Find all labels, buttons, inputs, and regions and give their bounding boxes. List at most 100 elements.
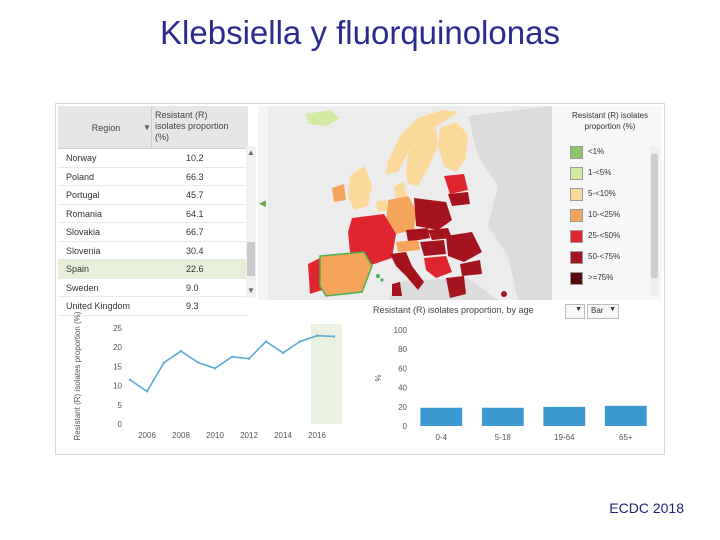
- legend-scrollbar[interactable]: [650, 146, 659, 296]
- row-value: 45.7: [186, 190, 204, 200]
- ecdc-atlas-panel: Region ▼ Resistant (R) isolates proporti…: [55, 103, 665, 455]
- x-tick-label: 2010: [206, 431, 224, 440]
- row-region: Portugal: [66, 190, 100, 200]
- row-value: 66.3: [186, 171, 204, 182]
- legend-label: 25-<50%: [588, 231, 621, 240]
- region-column-header[interactable]: Region: [91, 123, 121, 133]
- trend-y-axis-label: Resistant (R) isolates proportion (%): [73, 311, 82, 440]
- country-hungary[interactable]: [420, 240, 446, 256]
- europe-map-svg: [268, 106, 552, 300]
- country-norway[interactable]: [386, 110, 458, 174]
- age-bar: [543, 406, 586, 426]
- trend-data-point: [145, 390, 149, 393]
- country-czechia[interactable]: [406, 228, 430, 242]
- age-bar: [604, 405, 647, 426]
- scroll-down-icon[interactable]: ▼: [247, 286, 255, 295]
- legend-swatch: [570, 251, 583, 264]
- row-value: 10.2: [186, 153, 204, 163]
- table-row[interactable]: Slovenia 30.4: [58, 242, 248, 260]
- trend-data-point: [264, 340, 268, 343]
- y-tick-label: 15: [113, 362, 122, 371]
- country-ireland[interactable]: [332, 184, 346, 202]
- chevron-down-icon: ▼: [575, 306, 582, 313]
- row-region: Romania: [66, 208, 103, 219]
- row-region: Poland: [66, 171, 95, 182]
- country-slovakia[interactable]: [428, 228, 452, 240]
- table-row[interactable]: Sweden 9.0: [58, 279, 248, 297]
- country-cyprus[interactable]: [501, 291, 507, 297]
- legend-swatch: [570, 272, 583, 285]
- country-iceland[interactable]: [306, 110, 340, 126]
- age-category-label: 19-64: [554, 433, 575, 442]
- y-tick-label: 100: [394, 326, 408, 335]
- country-poland[interactable]: [414, 198, 452, 230]
- legend-swatch: [570, 230, 583, 243]
- trend-data-point: [315, 334, 319, 337]
- panel-splitter[interactable]: ◀: [258, 106, 268, 300]
- country-finland[interactable]: [438, 122, 468, 172]
- country-croatia[interactable]: [424, 256, 452, 278]
- source-credit: ECDC 2018: [609, 500, 684, 516]
- table-row[interactable]: United Kingdom 9.3: [58, 297, 248, 316]
- map-legend: Resistant (R) isolates proportion (%) <1…: [552, 106, 662, 300]
- country-uk[interactable]: [348, 166, 372, 210]
- table-scroll-thumb[interactable]: [247, 242, 255, 276]
- row-region: Norway: [66, 153, 97, 163]
- country-denmark[interactable]: [394, 182, 406, 198]
- table-row[interactable]: Slovakia 66.7: [58, 223, 248, 242]
- legend-title: Resistant (R) isolates proportion (%): [571, 111, 649, 131]
- europe-map[interactable]: [268, 106, 552, 300]
- chart-type-dropdown[interactable]: Bar ▼: [587, 304, 619, 319]
- legend-scroll-thumb[interactable]: [651, 154, 658, 278]
- island-marker[interactable]: [380, 278, 384, 282]
- trend-data-point: [298, 340, 302, 343]
- age-filter-dropdown[interactable]: ▼: [565, 304, 585, 319]
- trend-data-point: [162, 361, 166, 364]
- y-tick-label: 10: [113, 382, 122, 391]
- table-row[interactable]: Poland 66.3: [58, 168, 248, 186]
- age-chart-title: Resistant (R) isolates proportion, by ag…: [373, 305, 534, 315]
- table-row[interactable]: Norway 10.2: [58, 149, 248, 168]
- country-latvia[interactable]: [444, 174, 468, 194]
- legend-label: <1%: [588, 147, 605, 156]
- country-netherlands[interactable]: [376, 200, 388, 212]
- x-tick-label: 2016: [308, 431, 326, 440]
- country-germany[interactable]: [386, 196, 416, 234]
- x-tick-label: 2012: [240, 431, 258, 440]
- country-bulgaria[interactable]: [460, 260, 482, 276]
- table-scrollbar[interactable]: ▲ ▼: [246, 146, 256, 298]
- age-category-label: 0-4: [436, 433, 448, 442]
- row-value: 64.1: [186, 208, 204, 219]
- island-marker[interactable]: [376, 274, 380, 278]
- x-tick-label: 2006: [138, 431, 156, 440]
- y-tick-label: 5: [118, 401, 123, 410]
- country-portugal[interactable]: [308, 258, 322, 294]
- country-romania[interactable]: [446, 232, 482, 262]
- age-category-label: 5-18: [495, 433, 512, 442]
- scroll-up-icon[interactable]: ▲: [247, 148, 255, 157]
- country-sardinia[interactable]: [392, 282, 402, 296]
- age-bar: [420, 407, 463, 426]
- trend-data-point: [247, 357, 251, 360]
- country-greece[interactable]: [446, 276, 466, 298]
- legend-swatch: [570, 146, 583, 159]
- sort-down-icon[interactable]: ▼: [143, 123, 151, 132]
- resistance-column-header[interactable]: Resistant (R) isolates proportion (%): [155, 110, 229, 142]
- column-divider: [151, 106, 152, 148]
- slide-title: Klebsiella y fluorquinolonas: [160, 14, 560, 51]
- legend-label: 10-<25%: [588, 210, 621, 219]
- table-row[interactable]: Romania 64.1: [58, 205, 248, 223]
- country-italy[interactable]: [390, 252, 424, 290]
- row-value: 30.4: [186, 245, 204, 256]
- row-region: Sweden: [66, 282, 99, 293]
- row-value: 9.3: [186, 301, 199, 311]
- collapse-arrow-icon[interactable]: ◀: [259, 198, 266, 208]
- country-sweden[interactable]: [406, 128, 438, 186]
- region-table: Region ▼ Resistant (R) isolates proporti…: [58, 106, 248, 316]
- table-row[interactable]: Spain 22.6: [58, 260, 248, 279]
- country-spain[interactable]: [319, 251, 373, 297]
- table-row[interactable]: Portugal 45.7: [58, 186, 248, 205]
- country-lithuania[interactable]: [448, 192, 470, 206]
- trend-data-point: [281, 351, 285, 355]
- country-austria[interactable]: [396, 240, 420, 252]
